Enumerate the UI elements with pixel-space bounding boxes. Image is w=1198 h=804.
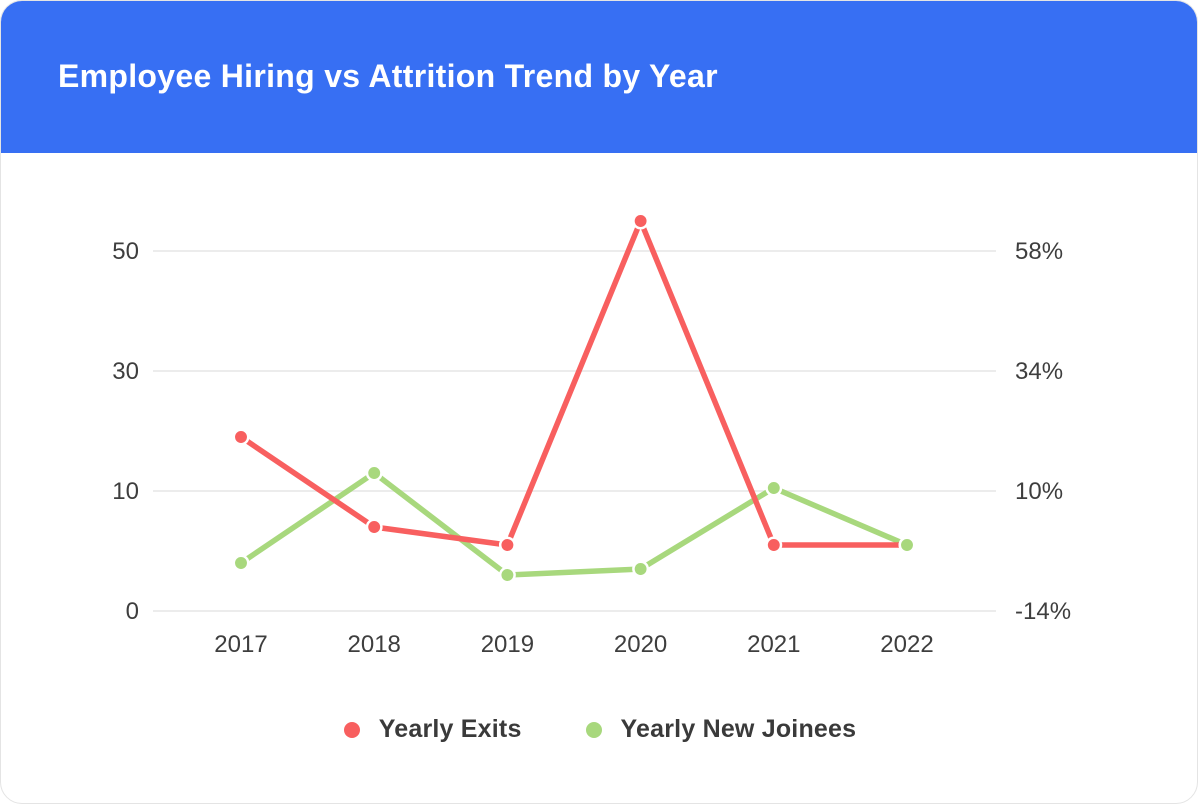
series-line-yearly-new-joinees [238,470,910,578]
chart-title: Employee Hiring vs Attrition Trend by Ye… [58,58,718,94]
data-point-yearly-new-joinees-2020[interactable] [632,560,650,578]
line-chart: 0 -14% 10 10% 30 34% 50 58% 2017 2018 2019 2020 2021… [112,212,1071,658]
x-axis-tick-label: 2020 [614,631,667,658]
left-axis-tick-label: 10 [112,478,139,505]
left-axis-tick-label: 30 [112,358,139,385]
chart-header: Employee Hiring vs Attrition Trend by Ye… [1,1,1197,153]
data-point-yearly-exits-2018[interactable] [365,518,383,536]
right-axis-tick-label: 34% [1015,358,1063,385]
chart-area: 0 -14% 10 10% 30 34% 50 58% 2017 2018 2019 2020 2021… [1,153,1197,803]
data-point-yearly-exits-2017[interactable] [232,428,250,446]
legend-dot-yearly-exits-icon [343,721,360,738]
right-axis-tick-label: -14% [1015,598,1071,625]
data-point-yearly-new-joinees-2022[interactable] [898,536,916,554]
series-line-yearly-exits [238,218,910,548]
left-axis-tick-label: 50 [112,238,139,265]
data-point-yearly-new-joinees-2019[interactable] [498,566,516,584]
right-axis-tick-label: 10% [1015,478,1063,505]
legend-dot-yearly-new-joinees-icon [585,721,602,738]
x-axis-tick-label: 2017 [214,631,267,658]
legend-label-yearly-new-joinees: Yearly New Joinees [620,715,857,743]
data-point-yearly-exits-2020[interactable] [632,212,650,230]
legend-label-yearly-exits: Yearly Exits [378,715,522,743]
legend-item-yearly-new-joinees[interactable]: Yearly New Joinees [585,715,857,744]
x-axis-tick-label: 2019 [481,631,534,658]
x-axis-tick-label: 2022 [880,631,933,658]
chart-legend: Yearly Exits Yearly New Joinees [1,715,1197,744]
x-axis-tick-label: 2021 [747,631,800,658]
data-point-yearly-new-joinees-2021[interactable] [765,479,783,497]
data-point-yearly-exits-2019[interactable] [498,536,516,554]
left-axis-tick-label: 0 [126,598,139,625]
data-point-yearly-exits-2021[interactable] [765,536,783,554]
right-axis-tick-label: 58% [1015,238,1063,265]
legend-item-yearly-exits[interactable]: Yearly Exits [343,715,522,744]
data-point-yearly-new-joinees-2018[interactable] [365,464,383,482]
x-axis-tick-label: 2018 [348,631,401,658]
data-point-yearly-new-joinees-2017[interactable] [232,554,250,572]
